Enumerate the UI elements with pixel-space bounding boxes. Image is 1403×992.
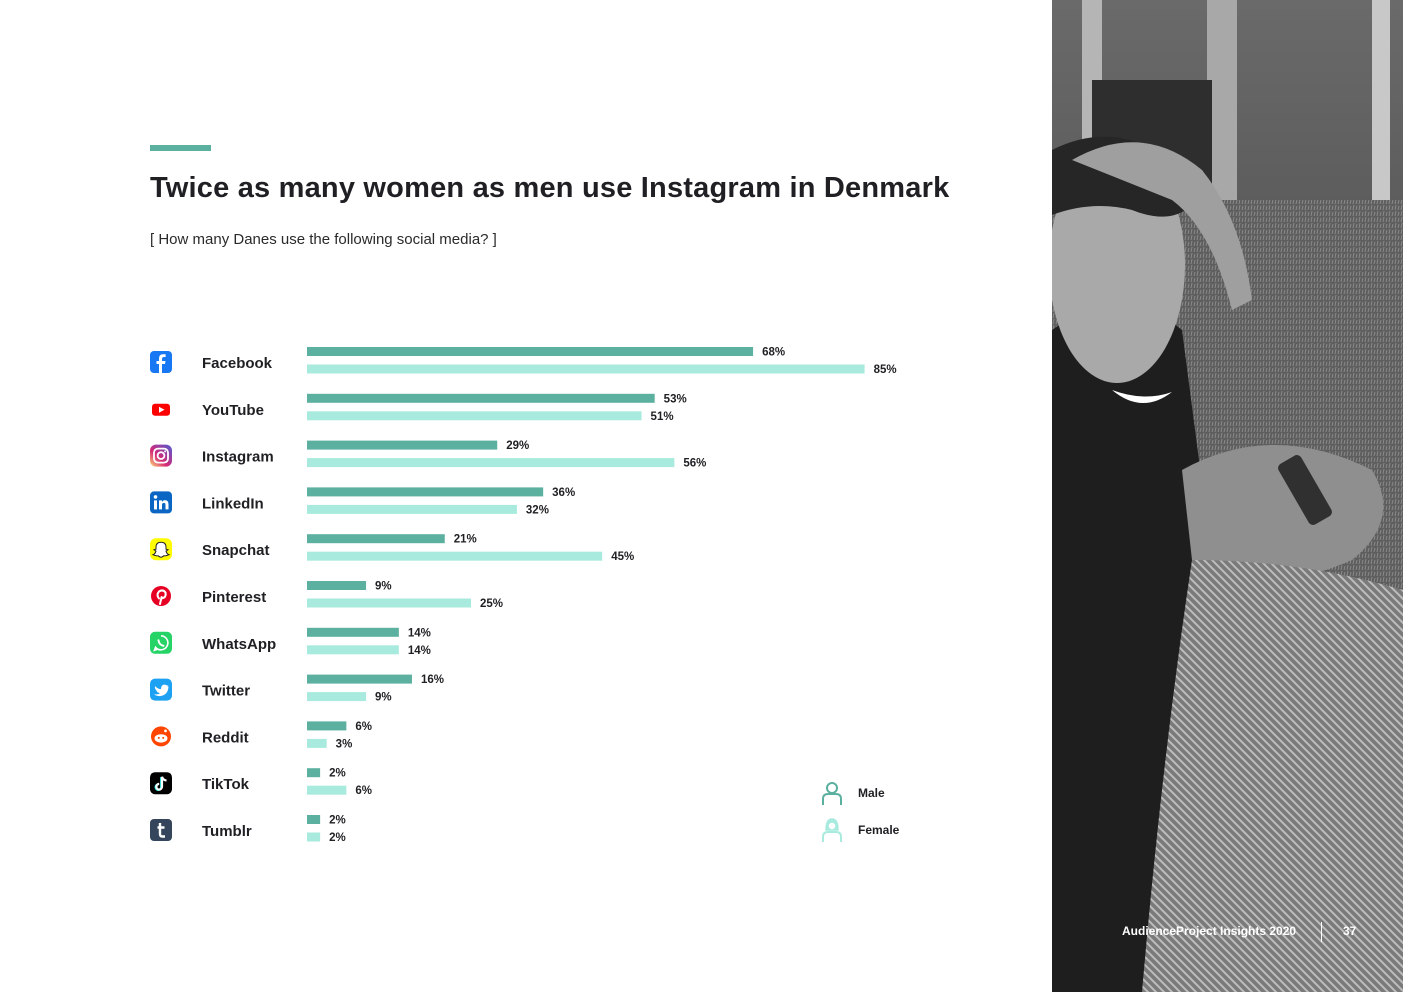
- category-label: Twitter: [202, 683, 250, 700]
- female-person-icon: [822, 818, 842, 842]
- category-label: YouTube: [202, 402, 264, 419]
- female-bar: [307, 785, 347, 795]
- data-label: 21%: [454, 534, 477, 546]
- data-label: 45%: [611, 551, 634, 563]
- male-bar: [307, 721, 347, 731]
- female-bar: [307, 551, 603, 561]
- male-person-icon: [822, 782, 842, 805]
- data-label: 9%: [375, 581, 392, 593]
- category-label: Snapchat: [202, 542, 270, 559]
- male-bar: [307, 768, 321, 778]
- legend-female-label: Female: [858, 823, 900, 837]
- category-row: YouTube 53% 51%: [152, 393, 687, 423]
- data-label: 85%: [874, 364, 897, 376]
- female-bar: [307, 738, 327, 748]
- category-label: Tumblr: [202, 823, 252, 840]
- data-label: 56%: [683, 458, 706, 470]
- category-row: Instagram 29% 56%: [150, 440, 706, 470]
- female-bar: [307, 411, 642, 421]
- female-bar: [307, 598, 471, 608]
- footer-divider: [1321, 922, 1322, 942]
- category-label: Reddit: [202, 729, 249, 746]
- data-label: 6%: [355, 721, 372, 733]
- category-label: TikTok: [202, 776, 250, 793]
- male-bar: [307, 393, 655, 403]
- data-label: 2%: [329, 768, 346, 780]
- data-label: 32%: [526, 504, 549, 516]
- category-label: Instagram: [202, 449, 274, 466]
- female-bar: [307, 645, 399, 655]
- category-label: WhatsApp: [202, 636, 276, 653]
- chart-subtitle: [ How many Danes use the following socia…: [150, 231, 497, 248]
- male-bar: [307, 627, 399, 637]
- woman-with-phone-photo: [1052, 0, 1403, 992]
- data-label: 68%: [762, 347, 785, 359]
- category-label: Facebook: [202, 355, 273, 372]
- data-label: 6%: [355, 785, 372, 797]
- male-bar: [307, 674, 412, 684]
- publication-name: AudienceProject Insights 2020: [1122, 924, 1297, 938]
- data-label: 14%: [408, 645, 431, 657]
- female-bar: [307, 504, 517, 514]
- tiktok-icon: [150, 772, 172, 795]
- page-number: 37: [1343, 924, 1357, 938]
- pinterest-icon: [151, 586, 171, 606]
- instagram-icon: [150, 444, 172, 467]
- data-label: 16%: [421, 674, 444, 686]
- data-label: 36%: [552, 487, 575, 499]
- title-accent-rule: [150, 145, 211, 151]
- male-bar: [307, 440, 498, 450]
- female-bar: [307, 692, 367, 702]
- category-row: WhatsApp 14% 14%: [150, 627, 431, 657]
- legend-male: Male: [820, 780, 885, 806]
- data-label: 51%: [651, 411, 674, 423]
- chart-title: Twice as many women as men use Instagram…: [150, 172, 950, 204]
- female-bar: [307, 364, 865, 374]
- male-bar: [307, 815, 321, 824]
- facebook-icon: [150, 351, 172, 373]
- data-label: 9%: [375, 692, 392, 704]
- bar-chart: Facebook 68% 85% YouTube 53% 51% Instagram 29% 5…: [150, 347, 897, 844]
- reddit-icon: [151, 726, 171, 747]
- photo-illustration: [1052, 0, 1403, 992]
- linkedin-icon: [150, 491, 172, 514]
- data-label: 29%: [506, 440, 529, 452]
- data-label: 53%: [664, 393, 687, 405]
- category-row: LinkedIn 36%32%: [150, 487, 575, 516]
- data-label: 2%: [329, 815, 346, 827]
- female-bar: [307, 832, 321, 842]
- category-row: Reddit 6%3%: [151, 721, 372, 750]
- category-row: Tumblr 2% 2%: [150, 815, 346, 844]
- male-bar: [307, 581, 367, 590]
- category-row: Facebook 68% 85%: [150, 347, 897, 376]
- category-row: Snapchat 21% 45%: [150, 534, 634, 563]
- category-row: Twitter 16% 9%: [150, 674, 444, 704]
- tumblr-icon: [150, 819, 172, 841]
- whatsapp-icon: [150, 631, 172, 654]
- category-label: LinkedIn: [202, 495, 264, 512]
- data-label: 25%: [480, 598, 503, 610]
- data-label: 14%: [408, 627, 431, 639]
- twitter-icon: [150, 678, 172, 701]
- male-bar: [307, 487, 544, 497]
- male-bar: [307, 534, 445, 544]
- legend-male-label: Male: [858, 786, 885, 800]
- category-row: Pinterest 9% 25%: [151, 581, 503, 610]
- category-label: Pinterest: [202, 589, 266, 606]
- data-label: 2%: [329, 832, 346, 844]
- snapchat-icon: [150, 538, 172, 561]
- category-row: TikTok 2% 6%: [150, 768, 372, 797]
- female-bar: [307, 458, 675, 468]
- legend-female: Female: [820, 817, 899, 843]
- youtube-icon: [152, 403, 170, 416]
- data-label: 3%: [336, 738, 353, 750]
- male-bar: [307, 347, 754, 356]
